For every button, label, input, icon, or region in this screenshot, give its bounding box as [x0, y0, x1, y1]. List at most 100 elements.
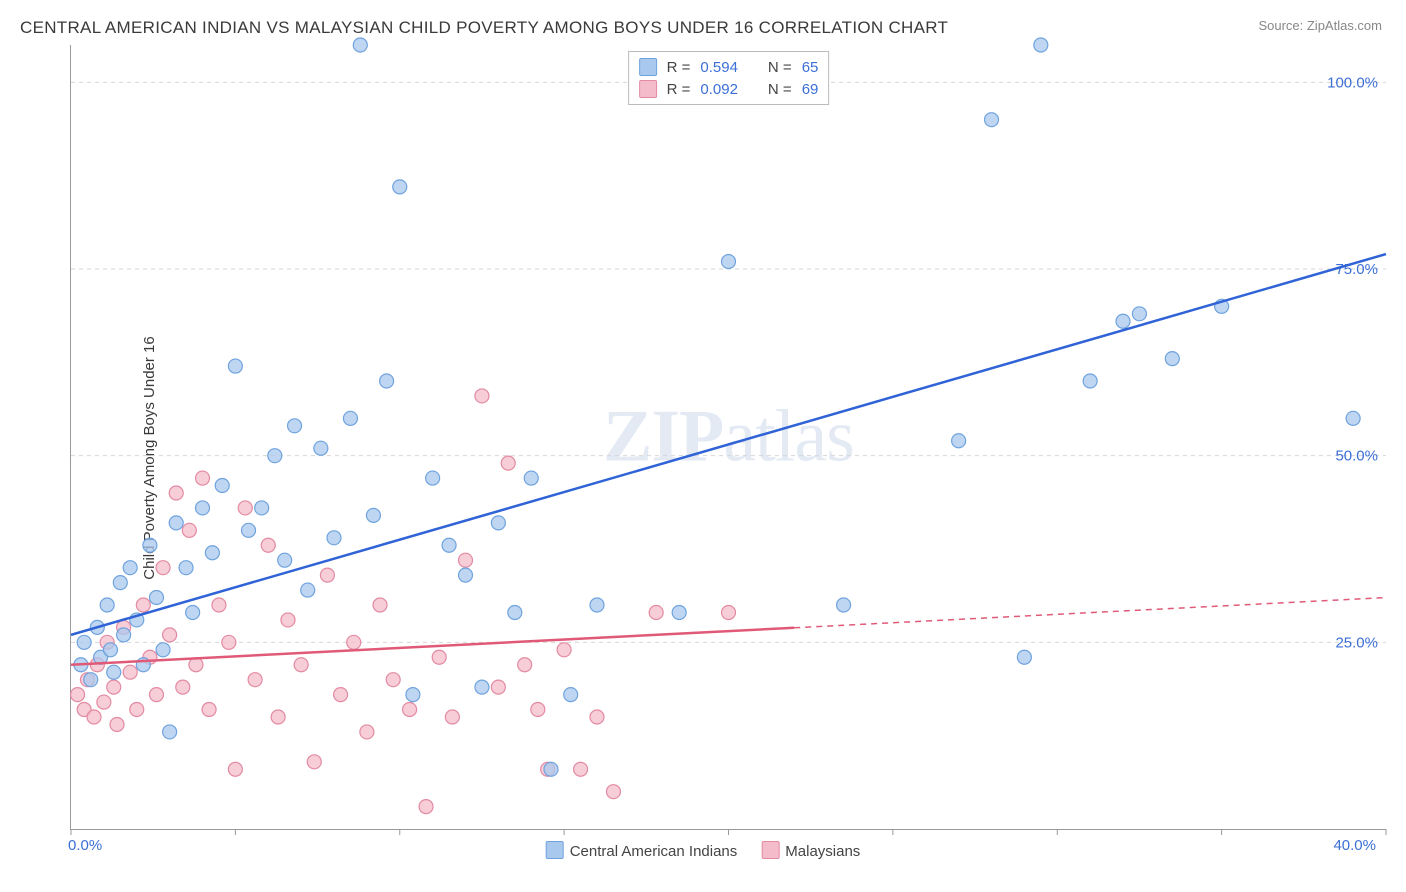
- legend-swatch-pink: [761, 841, 779, 859]
- correlation-stats-box: R = 0.594 N = 65 R = 0.092 N = 69: [628, 51, 830, 105]
- data-point: [606, 785, 620, 799]
- data-point: [77, 635, 91, 649]
- data-point: [261, 538, 275, 552]
- data-point: [837, 598, 851, 612]
- data-point: [228, 359, 242, 373]
- data-point: [557, 643, 571, 657]
- data-point: [255, 501, 269, 515]
- y-tick-label: 25.0%: [1335, 634, 1378, 651]
- data-point: [281, 613, 295, 627]
- data-point: [202, 703, 216, 717]
- data-point: [1165, 352, 1179, 366]
- data-point: [1346, 411, 1360, 425]
- data-point: [163, 725, 177, 739]
- data-point: [380, 374, 394, 388]
- data-point: [215, 479, 229, 493]
- data-point: [334, 688, 348, 702]
- data-point: [590, 710, 604, 724]
- r-value-2: 0.092: [700, 81, 738, 98]
- data-point: [442, 538, 456, 552]
- data-point: [445, 710, 459, 724]
- data-point: [501, 456, 515, 470]
- data-point: [107, 680, 121, 694]
- chart-container: Child Poverty Among Boys Under 16 ZIPatl…: [20, 45, 1386, 870]
- data-point: [301, 583, 315, 597]
- data-point: [149, 688, 163, 702]
- data-point: [491, 680, 505, 694]
- data-point: [87, 710, 101, 724]
- source-label: Source:: [1258, 18, 1306, 33]
- data-point: [176, 680, 190, 694]
- n-value-2: 69: [802, 81, 819, 98]
- data-point: [459, 568, 473, 582]
- data-point: [419, 800, 433, 814]
- data-point: [544, 762, 558, 776]
- data-point: [406, 688, 420, 702]
- data-point: [268, 449, 282, 463]
- data-point: [574, 762, 588, 776]
- data-point: [432, 650, 446, 664]
- data-point: [169, 516, 183, 530]
- data-point: [672, 605, 686, 619]
- data-point: [113, 576, 127, 590]
- data-point: [123, 561, 137, 575]
- data-point: [327, 531, 341, 545]
- data-point: [143, 538, 157, 552]
- data-point: [163, 628, 177, 642]
- r-label: R =: [667, 81, 691, 98]
- data-point: [347, 635, 361, 649]
- data-point: [307, 755, 321, 769]
- x-axis-max-label: 40.0%: [1333, 837, 1376, 854]
- data-point: [722, 255, 736, 269]
- data-point: [136, 598, 150, 612]
- data-point: [360, 725, 374, 739]
- data-point: [343, 411, 357, 425]
- data-point: [182, 523, 196, 537]
- data-point: [531, 703, 545, 717]
- data-point: [564, 688, 578, 702]
- data-point: [373, 598, 387, 612]
- data-point: [393, 180, 407, 194]
- data-point: [186, 605, 200, 619]
- data-point: [649, 605, 663, 619]
- legend-label-1: Central American Indians: [570, 843, 738, 860]
- data-point: [288, 419, 302, 433]
- data-point: [242, 523, 256, 537]
- data-point: [508, 605, 522, 619]
- data-point: [84, 673, 98, 687]
- data-point: [386, 673, 400, 687]
- data-point: [278, 553, 292, 567]
- data-point: [475, 389, 489, 403]
- stats-swatch-blue: [639, 58, 657, 76]
- plot-area: ZIPatlas 25.0%50.0%75.0%100.0% R = 0.594…: [70, 45, 1386, 830]
- data-point: [196, 471, 210, 485]
- chart-title: CENTRAL AMERICAN INDIAN VS MALAYSIAN CHI…: [20, 18, 948, 38]
- data-point: [123, 665, 137, 679]
- data-point: [238, 501, 252, 515]
- data-point: [71, 688, 85, 702]
- data-point: [205, 546, 219, 560]
- data-point: [1034, 38, 1048, 52]
- legend-swatch-blue: [546, 841, 564, 859]
- data-point: [1017, 650, 1031, 664]
- data-point: [426, 471, 440, 485]
- source-link[interactable]: ZipAtlas.com: [1307, 18, 1382, 33]
- data-point: [590, 598, 604, 612]
- data-point: [353, 38, 367, 52]
- stats-row-series2: R = 0.092 N = 69: [639, 78, 819, 100]
- data-point: [100, 598, 114, 612]
- data-point: [169, 486, 183, 500]
- data-point: [722, 605, 736, 619]
- source-attribution: Source: ZipAtlas.com: [1258, 18, 1382, 33]
- n-value-1: 65: [802, 59, 819, 76]
- x-axis-min-label: 0.0%: [68, 837, 102, 854]
- data-point: [952, 434, 966, 448]
- data-point: [1083, 374, 1097, 388]
- n-label: N =: [768, 59, 792, 76]
- r-label: R =: [667, 59, 691, 76]
- data-point: [179, 561, 193, 575]
- data-point: [248, 673, 262, 687]
- data-point: [130, 703, 144, 717]
- y-tick-label: 50.0%: [1335, 448, 1378, 465]
- plot-svg: 25.0%50.0%75.0%100.0%: [71, 45, 1386, 829]
